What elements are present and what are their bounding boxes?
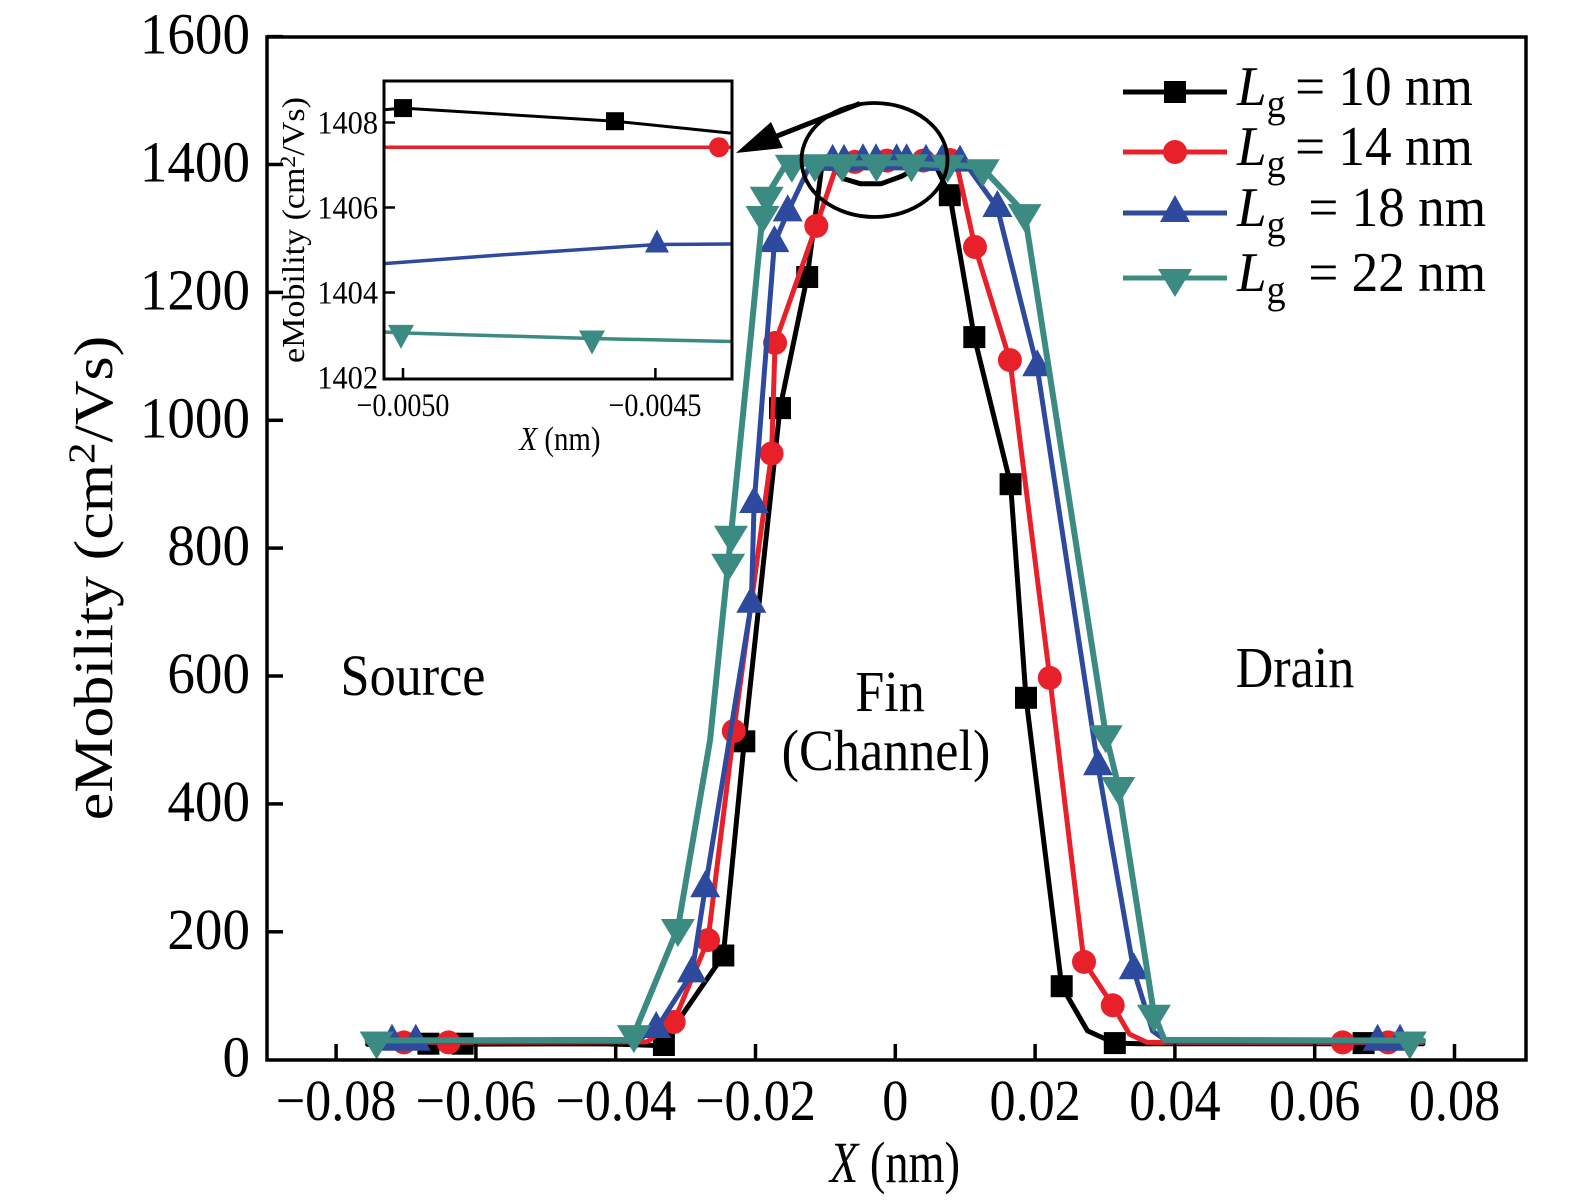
svg-text:X (nm): X (nm): [518, 420, 601, 458]
svg-text:Drain: Drain: [1236, 635, 1355, 699]
svg-text:0.02: 0.02: [989, 1068, 1080, 1132]
svg-text:0: 0: [222, 1026, 250, 1090]
svg-text:1400: 1400: [140, 131, 250, 195]
svg-text:400: 400: [167, 771, 250, 835]
svg-text:0: 0: [882, 1068, 908, 1132]
svg-text:0.08: 0.08: [1409, 1068, 1500, 1132]
svg-text:1404: 1404: [317, 274, 378, 310]
svg-text:1600: 1600: [140, 3, 250, 67]
svg-text:800: 800: [167, 515, 250, 579]
svg-text:(Channel): (Channel): [782, 718, 991, 782]
svg-text:X (nm): X (nm): [828, 1131, 960, 1195]
svg-text:eMobility (cm2/Vs): eMobility (cm2/Vs): [61, 336, 124, 821]
svg-text:1406: 1406: [317, 189, 378, 225]
svg-text:600: 600: [167, 643, 250, 707]
svg-text:−0.0050: −0.0050: [357, 387, 450, 424]
svg-text:−0.06: −0.06: [416, 1068, 537, 1132]
svg-text:1000: 1000: [140, 387, 250, 451]
svg-text:Lg= 14 nm: Lg = 14 nm: [1236, 115, 1473, 186]
svg-text:Lg= 22 nm: Lg = 22 nm: [1236, 241, 1486, 312]
svg-text:−0.08: −0.08: [276, 1068, 397, 1132]
svg-text:200: 200: [167, 899, 250, 963]
svg-text:0.06: 0.06: [1269, 1068, 1360, 1132]
svg-text:0.04: 0.04: [1129, 1068, 1220, 1132]
svg-text:Source: Source: [341, 643, 486, 707]
svg-text:1408: 1408: [317, 104, 378, 140]
svg-text:−0.0045: −0.0045: [609, 387, 702, 424]
svg-text:1402: 1402: [317, 359, 378, 395]
svg-text:1200: 1200: [140, 259, 250, 323]
svg-text:Lg= 18 nm: Lg = 18 nm: [1236, 176, 1486, 247]
svg-text:Fin: Fin: [855, 659, 925, 723]
svg-text:−0.04: −0.04: [555, 1068, 676, 1132]
svg-text:eMobility (cm2/Vs): eMobility (cm2/Vs): [275, 97, 312, 363]
svg-text:−0.02: −0.02: [695, 1068, 816, 1132]
svg-text:Lg= 10 nm: Lg = 10 nm: [1236, 55, 1473, 126]
